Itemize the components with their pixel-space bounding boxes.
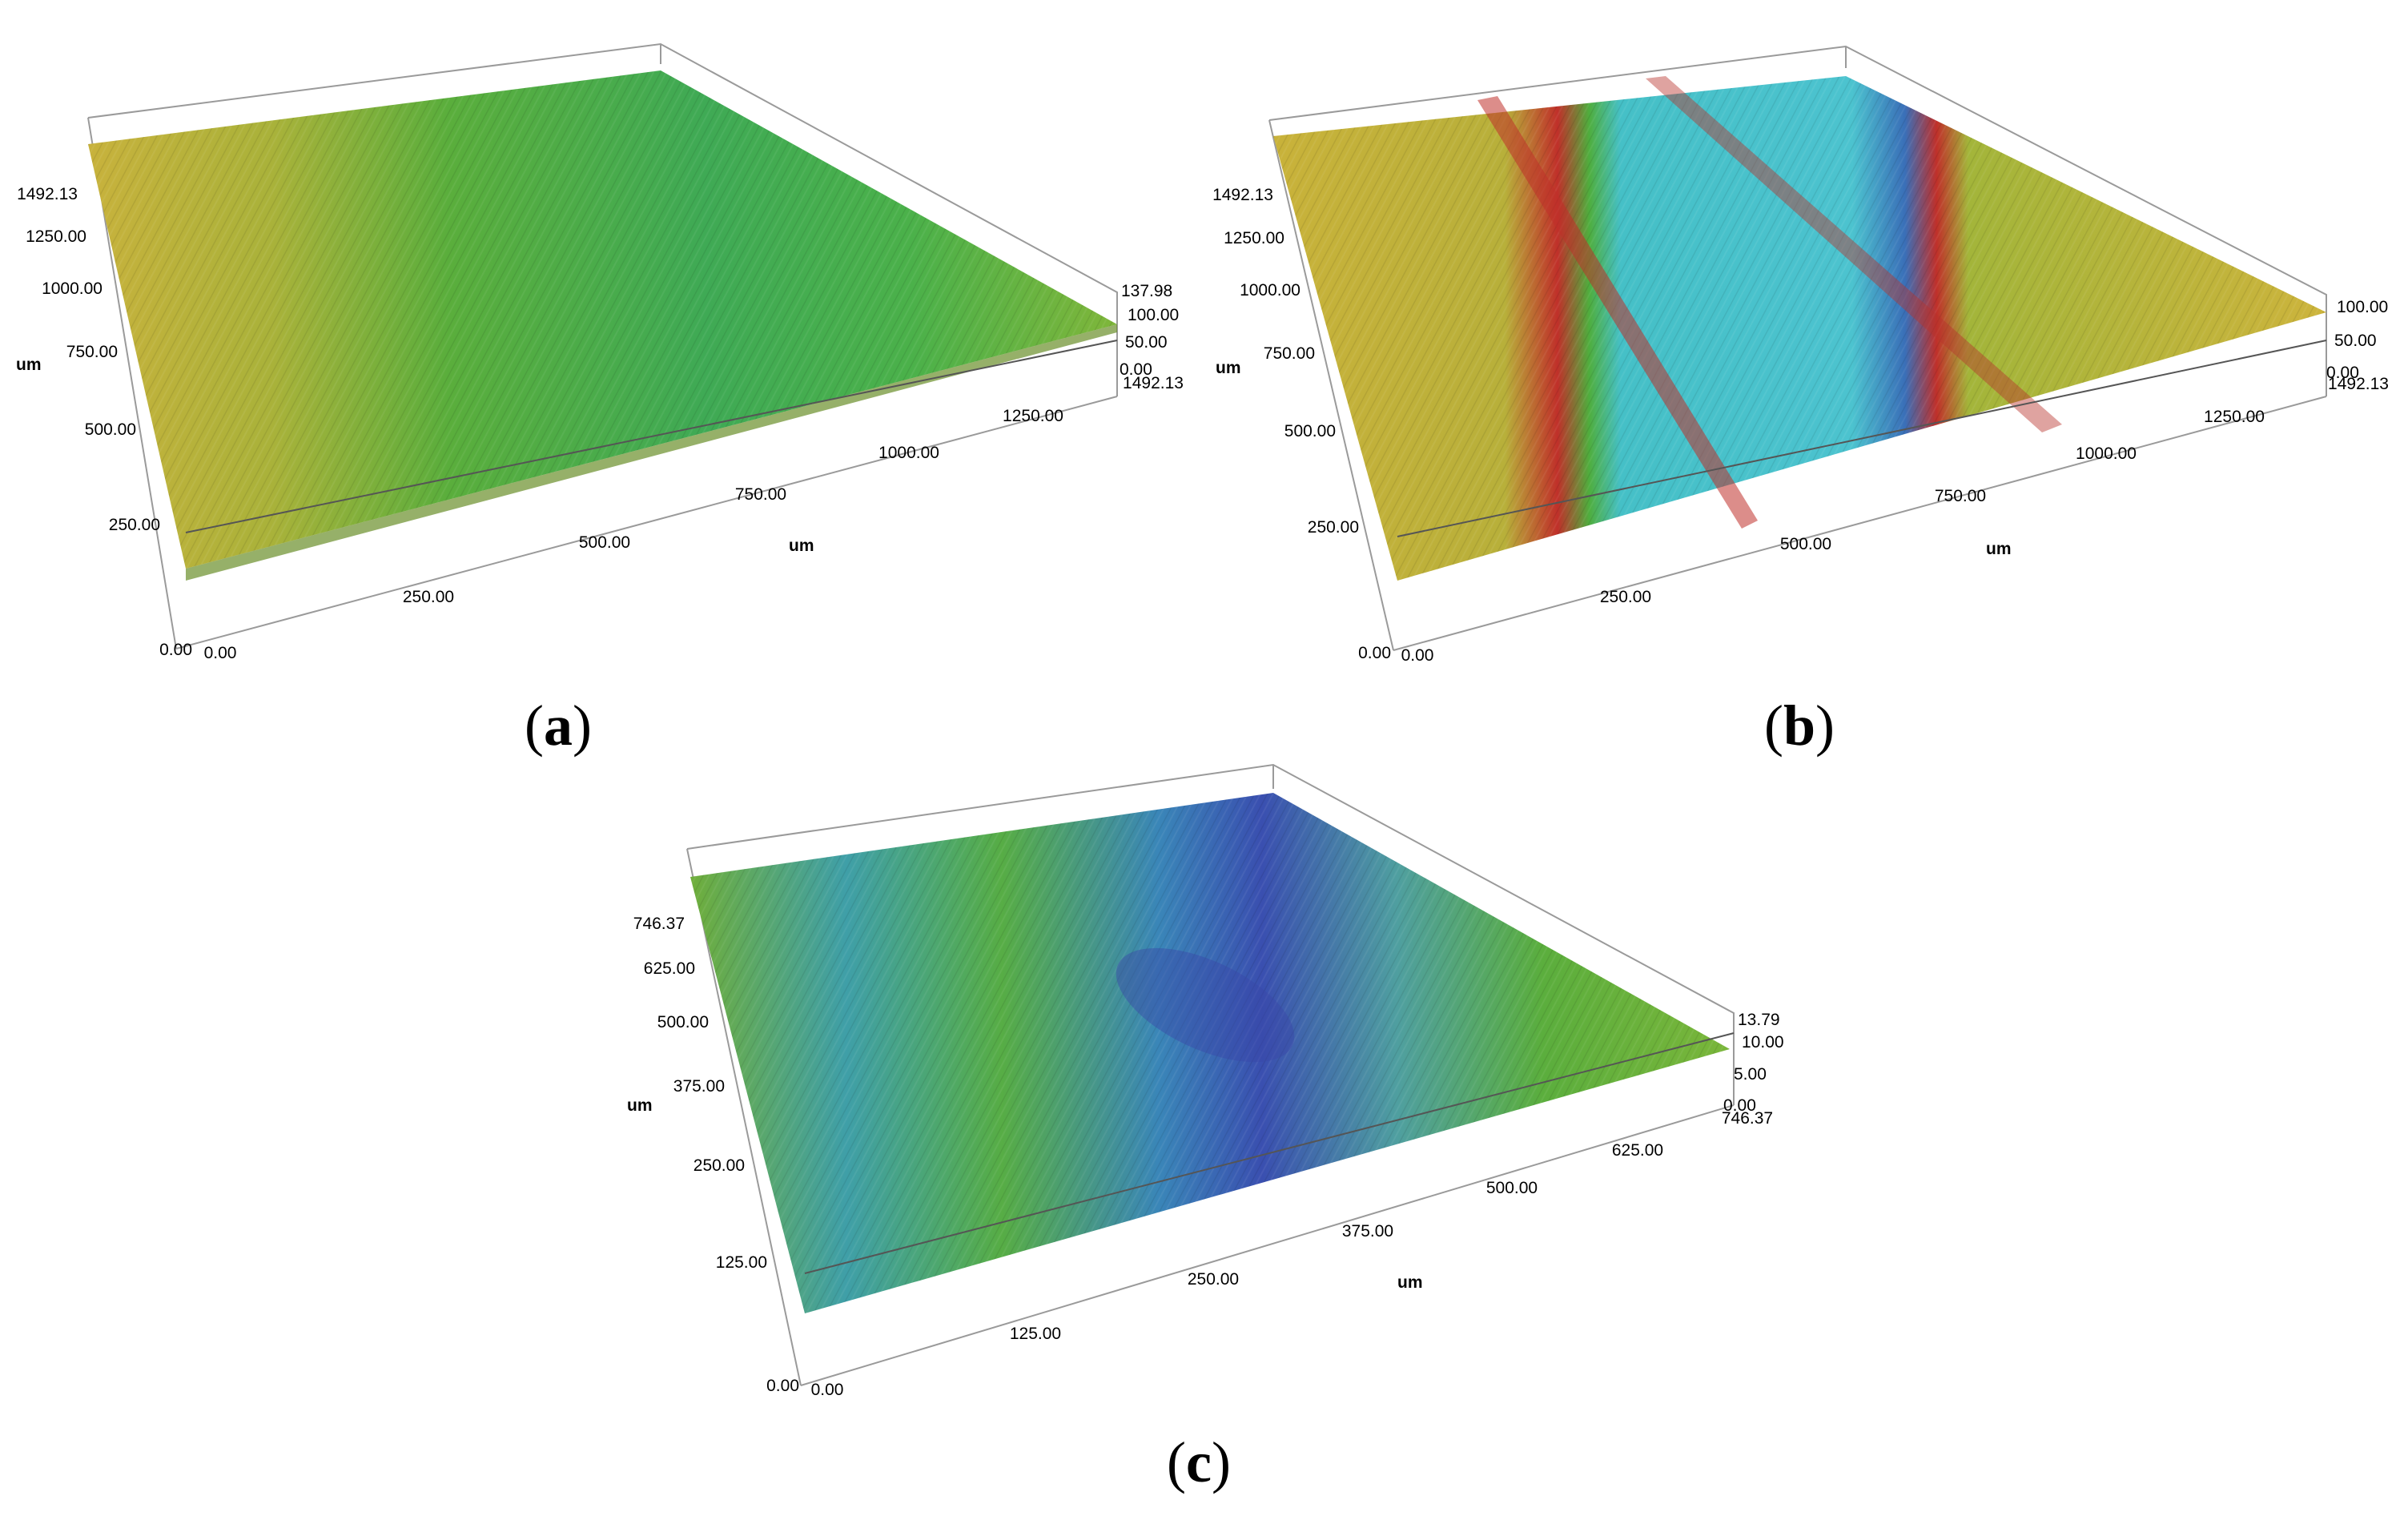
panel-a-x-ticks: 0.00 250.00 500.00 750.00 1000.00 1250.0…: [204, 374, 1184, 662]
panel-a-y-tick: 1492.13: [17, 185, 78, 203]
panel-a-label-letter: a: [543, 694, 573, 758]
panel-b-label: (b): [1764, 694, 1835, 758]
panel-b: 0.00 250.00 500.00 750.00 1000.00 1250.0…: [1212, 45, 2389, 665]
panel-c-y-tick: 625.00: [644, 959, 695, 978]
panel-c-x-ticks: 0.00 125.00 250.00 375.00 500.00 625.00 …: [811, 1109, 1774, 1399]
panel-a-x-tick: 1492.13: [1123, 374, 1184, 392]
panel-b-y-tick: 1000.00: [1240, 281, 1300, 300]
panel-c-x-tick: 746.37: [1722, 1109, 1773, 1128]
panel-c-x-tick: 625.00: [1612, 1141, 1663, 1160]
panel-b-z-tick: 100.00: [2337, 298, 2388, 316]
panel-a-x-tick: 750.00: [735, 485, 786, 504]
panel-b-y-tick: 250.00: [1308, 518, 1359, 537]
panel-b-x-tick: 1492.13: [2328, 375, 2389, 393]
panel-c-y-tick: 125.00: [716, 1253, 767, 1272]
panel-a-x-tick: 0.00: [204, 644, 237, 662]
panel-a-x-tick: 250.00: [403, 588, 454, 606]
panel-b-x-tick: 1000.00: [2076, 444, 2137, 463]
panel-c-box-frame: [686, 763, 1735, 1386]
panel-c-y-tick: 0.00: [766, 1377, 799, 1395]
panel-c: 0.00 125.00 250.00 375.00 500.00 625.00 …: [627, 763, 1784, 1399]
panel-a-z-tick: 137.98: [1121, 282, 1172, 300]
panel-a-x-tick: 500.00: [579, 533, 630, 552]
panel-a-z-tick: 0.00: [1120, 360, 1152, 379]
panel-b-y-tick: 1492.13: [1212, 186, 1273, 204]
panel-c-z-tick: 0.00: [1723, 1096, 1756, 1115]
panel-b-x-tick: 750.00: [1935, 487, 1986, 505]
panel-b-x-tick: 1250.00: [2204, 408, 2265, 426]
panel-a-y-tick: 500.00: [85, 420, 136, 439]
panel-b-y-label: um: [1216, 359, 1241, 377]
panel-c-x-tick: 0.00: [811, 1381, 844, 1399]
panel-c-blue-valley: [1116, 947, 1295, 1063]
panel-a-y-tick: 750.00: [66, 343, 118, 361]
panel-b-y-tick: 500.00: [1284, 422, 1336, 440]
panel-b-x-ticks: 0.00 250.00 500.00 750.00 1000.00 1250.0…: [1401, 375, 2389, 665]
panel-c-y-label: um: [627, 1096, 653, 1115]
panel-b-y-ticks: 0.00 250.00 500.00 750.00 1000.00 1250.0…: [1212, 186, 1391, 662]
panel-b-y-tick: 1250.00: [1224, 229, 1284, 247]
panel-a-label: (a): [525, 694, 592, 758]
panel-c-label: (c): [1167, 1430, 1231, 1494]
panel-c-x-tick: 500.00: [1486, 1179, 1538, 1197]
panel-a-z-tick: 50.00: [1125, 333, 1168, 352]
panel-b-box-frame: [1268, 45, 2327, 651]
panel-b-z-tick: 0.00: [2326, 364, 2359, 382]
panel-c-y-tick: 500.00: [657, 1013, 709, 1031]
panel-c-y-tick: 375.00: [673, 1077, 725, 1096]
panel-a-surface-texture: [88, 70, 1117, 569]
panel-b-x-tick: 0.00: [1401, 646, 1434, 665]
panel-b-z-ticks: 0.00 50.00 100.00: [2326, 298, 2388, 382]
panel-a-x-tick: 1000.00: [878, 444, 939, 462]
panel-a-y-tick: 1250.00: [26, 227, 86, 246]
panel-c-z-tick: 13.79: [1738, 1011, 1780, 1029]
panel-a-x-tick: 1250.00: [1003, 407, 1063, 425]
panel-a-y-tick: 250.00: [109, 516, 160, 534]
panel-c-x-tick: 125.00: [1010, 1325, 1061, 1343]
panel-c-label-letter: c: [1185, 1430, 1212, 1494]
panel-b-groove-wall-right: [1646, 76, 2062, 432]
panel-a-y-label: um: [16, 356, 42, 374]
panel-a-z-ticks: 0.00 50.00 100.00 137.98: [1120, 282, 1179, 379]
panel-b-label-letter: b: [1783, 694, 1816, 758]
panel-a-front-edge: [185, 340, 1118, 533]
panel-b-x-tick: 250.00: [1600, 588, 1651, 606]
panel-c-x-tick: 375.00: [1342, 1222, 1393, 1241]
panel-a-y-tick: 1000.00: [42, 279, 103, 298]
panel-c-z-tick: 10.00: [1742, 1033, 1784, 1052]
panel-c-y-ticks: 0.00 125.00 250.00 375.00 500.00 625.00 …: [633, 915, 799, 1395]
panel-c-front-edge: [804, 1032, 1735, 1274]
panel-c-surface-texture: [690, 793, 1730, 1313]
panel-a-z-tick: 100.00: [1128, 306, 1179, 324]
panel-b-x-label: um: [1986, 540, 2012, 558]
panel-c-z-ticks: 0.00 5.00 10.00 13.79: [1723, 1011, 1784, 1115]
panel-a: 0.00 250.00 500.00 750.00 1000.00 1250.0…: [16, 42, 1184, 662]
panel-c-x-tick: 250.00: [1188, 1270, 1239, 1289]
panel-b-x-tick: 500.00: [1780, 535, 1831, 553]
panel-b-surface-texture: [1273, 76, 2326, 581]
panel-c-x-label: um: [1397, 1273, 1423, 1292]
panel-c-y-tick: 746.37: [633, 915, 685, 933]
panel-c-y-tick: 250.00: [693, 1156, 745, 1175]
panel-a-x-label: um: [789, 537, 814, 555]
panel-b-z-tick: 50.00: [2334, 332, 2377, 350]
panel-b-front-edge: [1397, 340, 2327, 537]
panel-b-y-tick: 750.00: [1264, 344, 1315, 363]
panel-c-z-tick: 5.00: [1734, 1065, 1767, 1084]
panel-a-y-ticks: 0.00 250.00 500.00 750.00 1000.00 1250.0…: [17, 185, 192, 659]
panel-b-groove-wall-left: [1477, 96, 1758, 529]
panel-b-y-tick: 0.00: [1358, 644, 1391, 662]
panel-a-y-tick: 0.00: [159, 641, 192, 659]
